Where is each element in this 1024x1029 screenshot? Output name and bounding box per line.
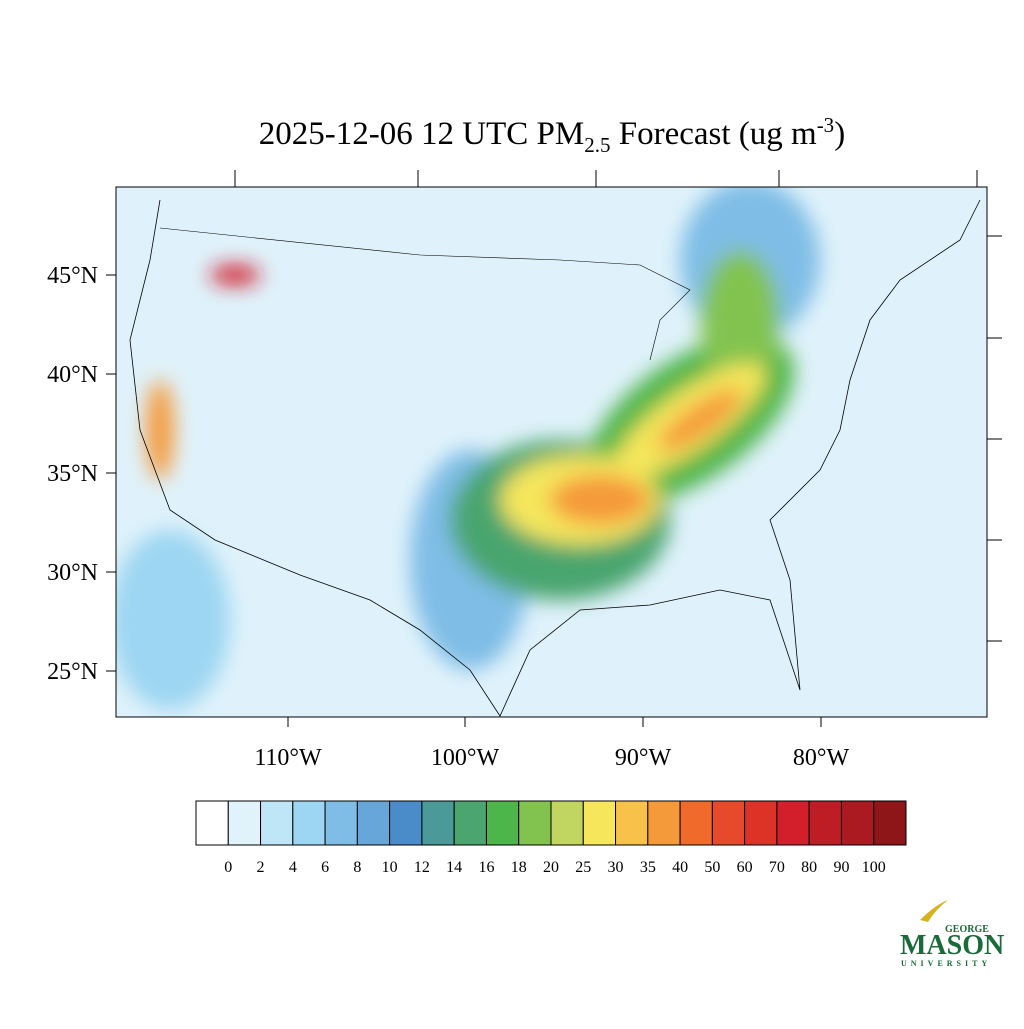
- colorbar-box: [485, 800, 520, 846]
- colorbar-box: [840, 800, 875, 846]
- lon-label: 90°W: [615, 745, 672, 771]
- lat-label: 45°N: [47, 263, 98, 289]
- colorbar-box: [356, 800, 391, 846]
- colorbar-label: 50: [704, 859, 720, 876]
- colorbar-box: [227, 800, 262, 846]
- colorbar-box: [518, 800, 552, 846]
- colorbar-box: [421, 800, 455, 846]
- lon-labels: 110°W 100°W 90°W 80°W: [254, 745, 849, 771]
- title-main: 2025-12-06 12 UTC PM: [259, 116, 584, 152]
- colorbar-box: [615, 800, 649, 846]
- colorbar-box: [260, 800, 294, 846]
- colorbar-label: 4: [289, 859, 297, 876]
- map-field: [116, 187, 987, 717]
- colorbar-label: 10: [382, 859, 398, 876]
- colorbar-box: [776, 800, 810, 846]
- colorbar-label: 2: [257, 859, 265, 876]
- title-end: ): [834, 116, 845, 152]
- colorbar-label: 12: [414, 859, 430, 876]
- colorbar-label: 6: [321, 859, 329, 876]
- title-sub: 2.5: [584, 133, 610, 157]
- title: 2025-12-06 12 UTC PM2.5 Forecast (ug m-3…: [259, 113, 845, 157]
- title-rest: Forecast (ug m: [610, 116, 817, 152]
- lon-label: 110°W: [254, 745, 322, 771]
- map-ticks: [106, 170, 1002, 727]
- colorbar-label: 0: [224, 859, 232, 876]
- colorbar-box: [453, 800, 487, 846]
- lat-label: 35°N: [47, 461, 98, 487]
- lat-label: 40°N: [47, 362, 98, 388]
- colorbar-box: [550, 800, 584, 846]
- colorbar-label: 20: [543, 859, 559, 876]
- colorbar-label: 25: [575, 859, 591, 876]
- colorbar-label: 70: [769, 859, 785, 876]
- colorbar-label: 60: [737, 859, 753, 876]
- colorbar-label: 90: [833, 859, 849, 876]
- colorbar-box: [647, 800, 681, 846]
- lat-label: 25°N: [47, 659, 98, 685]
- colorbar-box: [711, 800, 746, 846]
- colorbar-label: 40: [672, 859, 688, 876]
- map-frame: [115, 186, 988, 718]
- colorbar-box: [744, 800, 778, 846]
- logo: GEORGE MASON UNIVERSITY: [900, 900, 1004, 968]
- colorbar-box: [873, 800, 907, 846]
- colorbar-box: [808, 800, 842, 846]
- title-sup: -3: [817, 113, 835, 137]
- colorbar-label: 30: [608, 859, 624, 876]
- colorbar-box: [324, 800, 358, 846]
- lon-label: 80°W: [793, 745, 850, 771]
- colorbar-label: 35: [640, 859, 656, 876]
- logo-main: MASON: [900, 930, 1004, 961]
- colorbar-label: 80: [801, 859, 817, 876]
- colorbar-label: 8: [353, 859, 361, 876]
- lon-label: 100°W: [431, 745, 500, 771]
- lat-labels: 45°N 40°N 35°N 30°N 25°N: [47, 263, 98, 685]
- colorbar-label: 18: [511, 859, 527, 876]
- colorbar-label: 100: [862, 859, 886, 876]
- colorbar-box: [679, 800, 713, 846]
- colorbar-label: 16: [478, 859, 494, 876]
- colorbar-box: [582, 800, 617, 846]
- lat-label: 30°N: [47, 560, 98, 586]
- colorbar-box: [195, 800, 229, 846]
- colorbar-box: [389, 800, 423, 846]
- colorbar: 0 2 4 6 8 10 12 14 16 18 20 25 30 35 40 50 60 70 80 90 100: [195, 800, 907, 876]
- colorbar-box: [292, 800, 326, 846]
- colorbar-label: 14: [446, 859, 462, 876]
- logo-bottom: UNIVERSITY: [901, 959, 991, 968]
- logo-top: GEORGE: [945, 924, 989, 935]
